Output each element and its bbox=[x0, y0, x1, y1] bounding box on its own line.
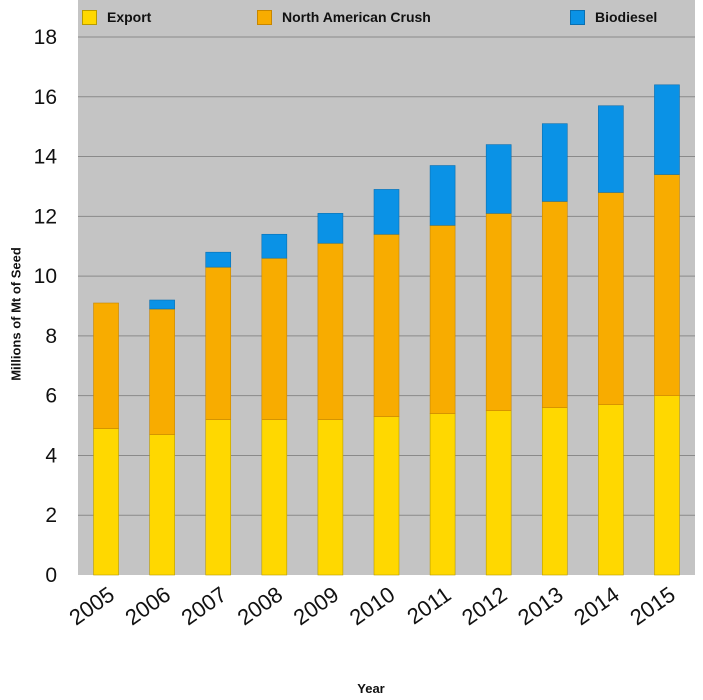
y-tick-label: 0 bbox=[45, 564, 57, 587]
legend-label-biodiesel: Biodiesel bbox=[595, 9, 658, 25]
bar-segment bbox=[261, 233, 288, 259]
x-axis-label: Year bbox=[357, 681, 385, 696]
y-tick-label: 14 bbox=[34, 146, 58, 169]
y-tick-label: 18 bbox=[34, 26, 57, 49]
x-tick-label: 2013 bbox=[513, 582, 567, 631]
x-tick-label: 2009 bbox=[289, 582, 343, 631]
bar-segment bbox=[149, 308, 175, 435]
y-axis-label: Millions of Mt of Seed bbox=[8, 247, 24, 381]
bar-segment bbox=[149, 299, 175, 310]
legend-swatch-biodiesel bbox=[570, 9, 585, 25]
bar-segment bbox=[541, 201, 568, 408]
legend-label-export: Export bbox=[107, 9, 152, 25]
y-tick-labels: 0 2 4 6 8 10 12 14 16 18 bbox=[34, 26, 58, 587]
x-tick-labels: 2005 2006 2007 2008 2009 2010 2011 2012 2013 2014… bbox=[64, 582, 679, 631]
bar-segment bbox=[205, 266, 232, 420]
x-tick-label: 2005 bbox=[64, 582, 118, 631]
bar-segment bbox=[93, 428, 119, 576]
bar-segment bbox=[205, 419, 232, 576]
bar-segment bbox=[485, 213, 512, 411]
x-tick-label: 2008 bbox=[233, 582, 287, 631]
bar-segment bbox=[317, 242, 344, 420]
bar-segment bbox=[598, 105, 624, 193]
bar-segment bbox=[261, 419, 288, 576]
legend-item-biodiesel: Biodiesel bbox=[570, 5, 657, 29]
bar-segment bbox=[654, 174, 680, 396]
x-tick-label: 2007 bbox=[177, 582, 231, 631]
legend: Export North American Crush Biodiesel bbox=[78, 5, 695, 29]
y-tick-label: 10 bbox=[34, 265, 57, 288]
bar-segment bbox=[541, 123, 568, 202]
bar-segment bbox=[261, 257, 288, 420]
y-tick-label: 2 bbox=[45, 504, 57, 527]
x-tick-label: 2011 bbox=[402, 582, 455, 630]
y-tick-label: 6 bbox=[45, 385, 57, 408]
x-tick-label: 2010 bbox=[345, 582, 399, 631]
x-tick-label: 2012 bbox=[457, 582, 511, 631]
x-tick-label: 2015 bbox=[625, 582, 679, 631]
y-tick-label: 4 bbox=[45, 444, 57, 467]
bars bbox=[93, 84, 680, 576]
legend-label-north-american-crush: North American Crush bbox=[282, 9, 431, 25]
bar-segment bbox=[598, 404, 624, 576]
bar-segment bbox=[317, 213, 344, 244]
y-tick-label: 12 bbox=[34, 205, 57, 228]
bar-segment bbox=[654, 84, 680, 175]
y-tick-label: 8 bbox=[45, 325, 57, 348]
x-tick-label: 2006 bbox=[121, 582, 175, 631]
legend-swatch-north-american-crush bbox=[257, 9, 272, 25]
bar-segment bbox=[541, 407, 568, 576]
legend-swatch-export bbox=[82, 9, 97, 25]
y-tick-label: 16 bbox=[34, 86, 57, 109]
bar-segment bbox=[93, 302, 119, 429]
bar-segment bbox=[598, 192, 624, 405]
bar-segment bbox=[149, 434, 175, 576]
bar-segment bbox=[429, 225, 456, 414]
bar-segment bbox=[485, 144, 512, 214]
bar-segment bbox=[317, 419, 344, 576]
bar-segment bbox=[485, 410, 512, 576]
legend-item-export: Export bbox=[82, 5, 151, 29]
bar-segment bbox=[373, 233, 400, 417]
bar-segment bbox=[373, 416, 400, 576]
bar-segment bbox=[429, 413, 456, 576]
bar-segment bbox=[205, 251, 232, 268]
bar-segment bbox=[429, 165, 456, 226]
bar-segment bbox=[654, 395, 680, 576]
x-tick-label: 2014 bbox=[569, 582, 623, 631]
bar-segment bbox=[373, 189, 400, 235]
legend-item-north-american-crush: North American Crush bbox=[257, 5, 431, 29]
